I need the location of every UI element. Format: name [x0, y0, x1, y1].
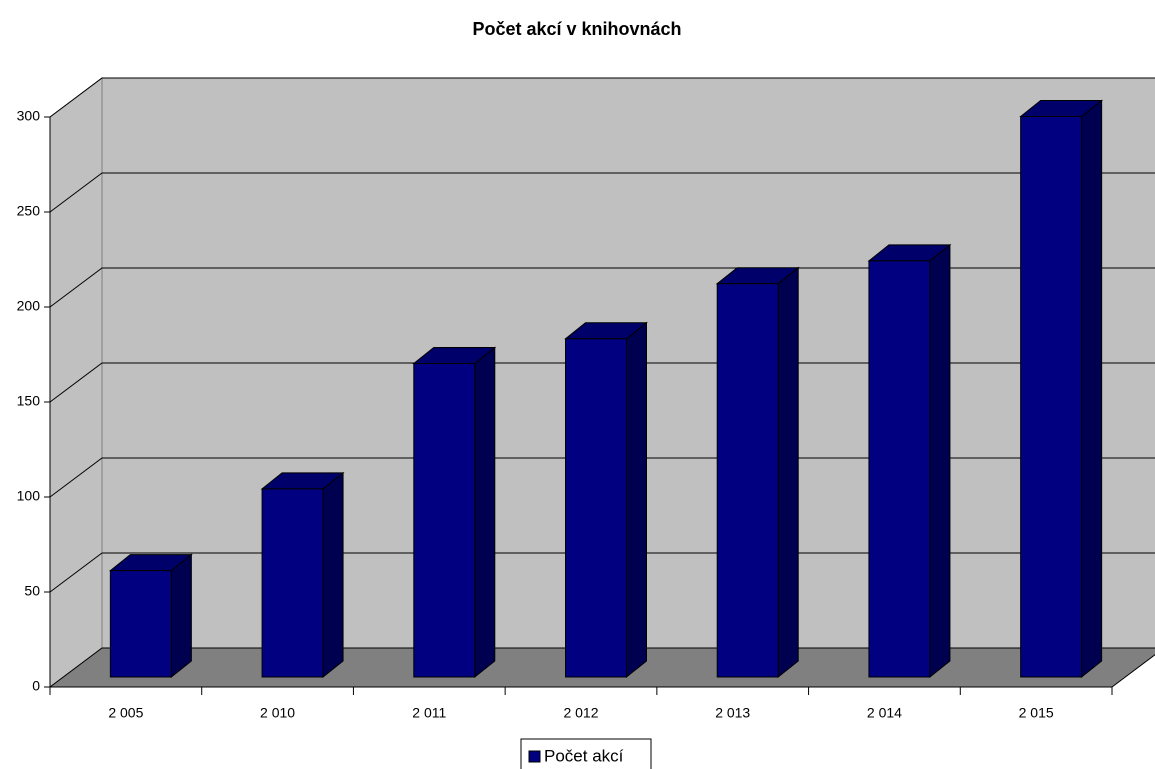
bar — [565, 338, 627, 678]
y-tick-label: 150 — [17, 393, 41, 409]
bar — [1020, 116, 1083, 678]
bar-side — [626, 321, 647, 679]
grid-line — [49, 267, 1155, 308]
y-tick-label: 200 — [17, 298, 41, 314]
grid-line — [49, 552, 1155, 593]
x-tick-label: 2 015 — [1019, 705, 1054, 721]
y-tick-label: 250 — [17, 203, 41, 219]
x-tick-label: 2 010 — [260, 705, 295, 721]
x-tick-label: 2 012 — [563, 705, 598, 721]
grid-line — [49, 457, 1155, 498]
legend-swatch — [528, 750, 541, 763]
grid-line — [49, 362, 1155, 403]
bar-side — [170, 553, 192, 679]
bar — [261, 488, 324, 678]
legend-label: Počet akcí — [544, 746, 624, 765]
x-tick-label: 2 011 — [412, 705, 446, 721]
grid-line — [49, 172, 1155, 213]
bar-side — [929, 243, 951, 679]
legend-box — [520, 738, 652, 769]
bar — [868, 260, 931, 678]
bar-side — [322, 471, 344, 679]
y-tick-label: 0 — [32, 678, 40, 694]
grid-line — [49, 77, 1155, 118]
x-tick-label: 2 014 — [867, 705, 902, 721]
bar — [413, 363, 476, 678]
x-tick-label: 2 013 — [715, 705, 750, 721]
bar-side — [474, 346, 496, 679]
x-tick-label: 2 005 — [108, 705, 143, 721]
bar — [109, 570, 172, 678]
bar-side — [777, 266, 799, 679]
y-tick-label: 300 — [17, 108, 41, 124]
bar — [716, 283, 779, 678]
chart-title: Počet akcí v knihovnách — [472, 19, 681, 39]
y-tick-label: 100 — [17, 488, 41, 504]
y-tick-label: 50 — [24, 583, 40, 599]
bar-side — [1081, 99, 1103, 679]
legend: Počet akcí — [520, 738, 652, 769]
